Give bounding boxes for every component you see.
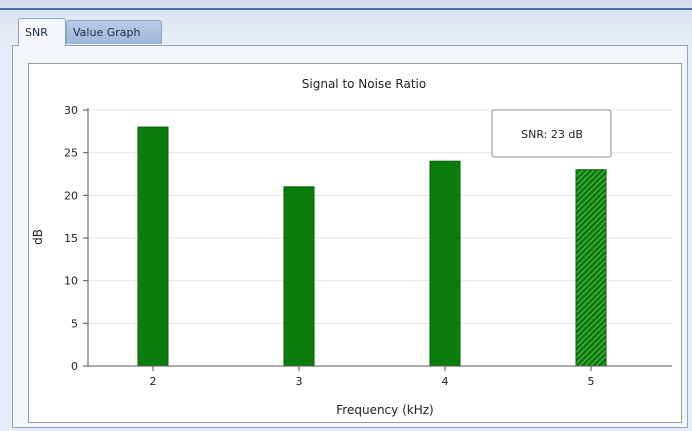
tooltip-text: SNR: 23 dB xyxy=(521,128,583,141)
bar-4[interactable] xyxy=(429,160,461,367)
x-tick-label: 3 xyxy=(296,375,303,388)
tooltip: SNR: 23 dB xyxy=(491,109,612,158)
x-axis-title: Frequency (kHz) xyxy=(336,403,433,417)
y-tick-label: 30 xyxy=(64,104,78,117)
x-tick-label: 4 xyxy=(442,375,449,388)
x-tick-label: 5 xyxy=(588,375,595,388)
tab-snr[interactable]: SNR xyxy=(18,18,66,46)
y-tick-label: 10 xyxy=(64,275,78,288)
tab-strip: SNR Value Graph xyxy=(0,12,692,46)
y-tick-label: 20 xyxy=(64,189,78,202)
chart-title: Signal to Noise Ratio xyxy=(302,77,426,91)
y-axis: 0 5 10 15 20 25 30 xyxy=(64,104,89,373)
tab-value-graph[interactable]: Value Graph xyxy=(66,20,162,44)
tooltip-box xyxy=(491,109,612,158)
y-tick-label: 25 xyxy=(64,147,78,160)
y-axis-title: dB xyxy=(31,229,45,245)
bars xyxy=(137,126,607,367)
x-axis: 2 3 4 5 xyxy=(88,365,672,388)
bar-3[interactable] xyxy=(283,186,315,367)
window-top-border xyxy=(0,8,692,10)
y-tick-label: 5 xyxy=(71,317,78,330)
y-tick-label: 15 xyxy=(64,232,78,245)
x-tick-label: 2 xyxy=(150,375,157,388)
y-tick-label: 0 xyxy=(71,360,78,373)
bar-5[interactable] xyxy=(575,169,607,367)
bar-2[interactable] xyxy=(137,126,169,367)
